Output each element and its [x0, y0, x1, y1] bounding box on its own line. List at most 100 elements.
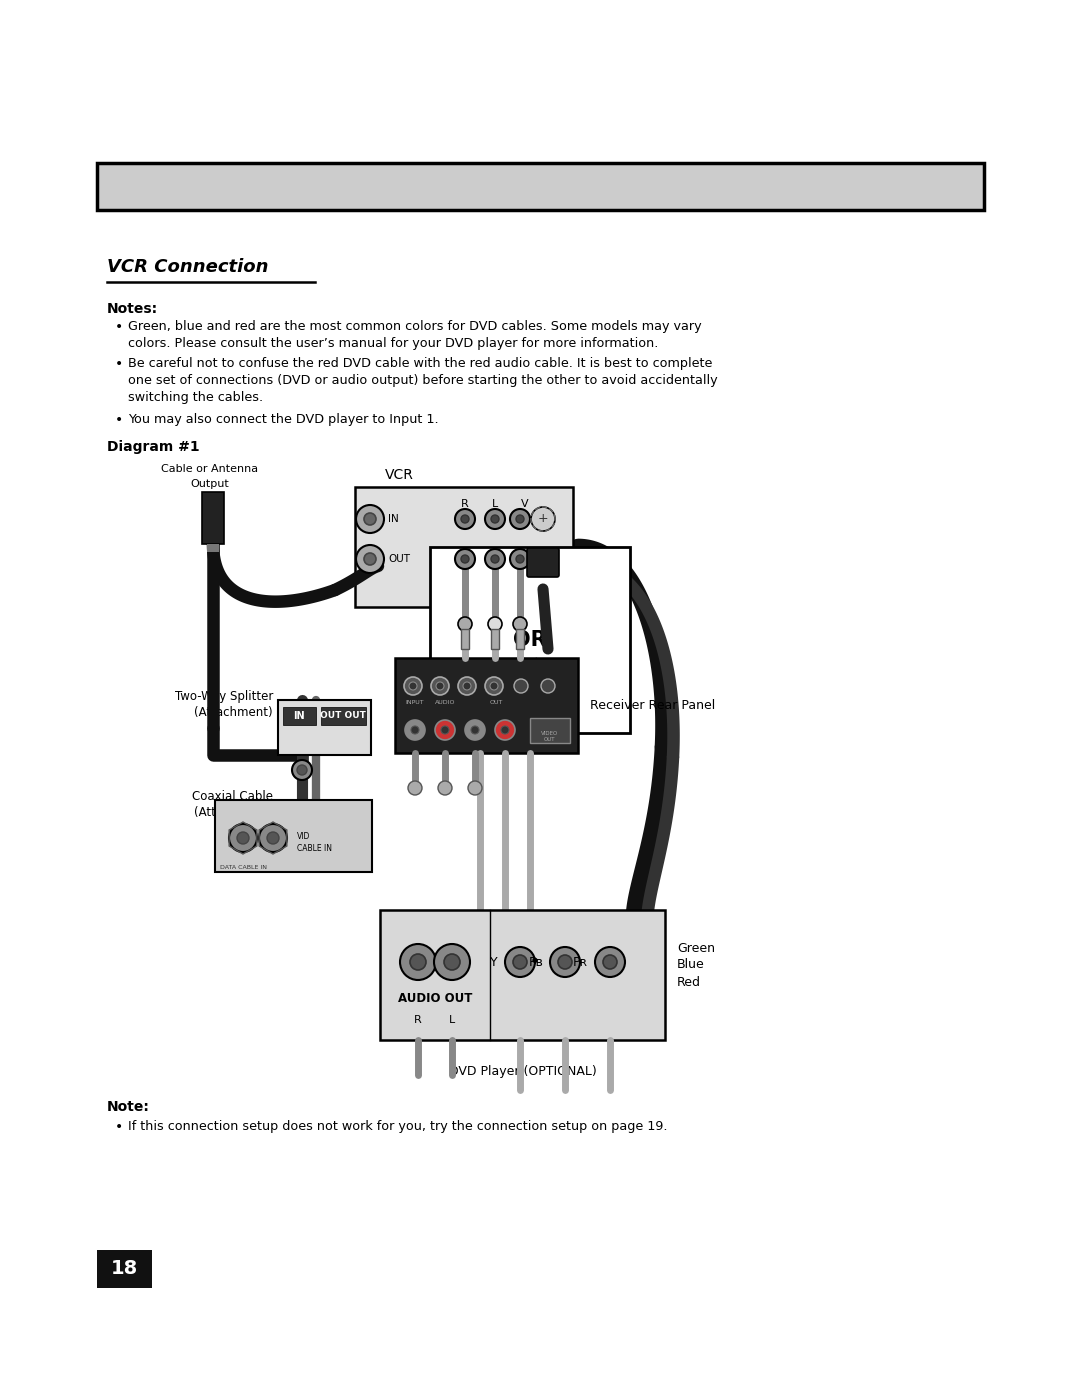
Circle shape: [485, 549, 505, 569]
Text: Be careful not to confuse the red DVD cable with the red audio cable. It is best: Be careful not to confuse the red DVD ca…: [129, 358, 713, 370]
Circle shape: [485, 678, 503, 694]
Circle shape: [404, 678, 422, 694]
Circle shape: [356, 504, 384, 534]
Bar: [491, 629, 499, 650]
Circle shape: [297, 766, 307, 775]
Circle shape: [513, 956, 527, 970]
Bar: [97, 163, 984, 210]
Circle shape: [405, 719, 426, 740]
Text: Green: Green: [677, 942, 715, 954]
Text: Pʙ: Pʙ: [528, 956, 543, 968]
Text: Output: Output: [191, 479, 229, 489]
Text: Coaxial Cable: Coaxial Cable: [192, 789, 273, 803]
Text: •: •: [114, 414, 123, 427]
Text: CABLE IN: CABLE IN: [297, 844, 332, 854]
Circle shape: [458, 617, 472, 631]
Circle shape: [491, 555, 499, 563]
Circle shape: [461, 555, 469, 563]
Circle shape: [465, 719, 485, 740]
Text: •: •: [114, 358, 123, 372]
Circle shape: [516, 555, 524, 563]
Circle shape: [485, 509, 505, 529]
Bar: [321, 707, 366, 725]
Text: INPUT: INPUT: [405, 700, 423, 705]
Text: If this connection setup does not work for you, try the connection setup on page: If this connection setup does not work f…: [129, 1120, 667, 1133]
Circle shape: [513, 617, 527, 631]
Text: OUT: OUT: [388, 555, 410, 564]
Text: Notes:: Notes:: [107, 302, 158, 316]
Text: DATA CABLE IN: DATA CABLE IN: [220, 865, 267, 870]
Text: IN: IN: [293, 711, 305, 721]
Text: 18: 18: [110, 1260, 137, 1278]
Text: R: R: [414, 1016, 422, 1025]
Text: Cable or Antenna: Cable or Antenna: [161, 464, 258, 474]
Text: Y: Y: [490, 956, 498, 968]
Circle shape: [409, 682, 417, 690]
Circle shape: [356, 545, 384, 573]
Circle shape: [438, 781, 453, 795]
Circle shape: [488, 617, 502, 631]
Bar: [395, 658, 578, 753]
Circle shape: [510, 549, 530, 569]
Circle shape: [237, 833, 249, 844]
Text: •: •: [114, 320, 123, 334]
Circle shape: [550, 947, 580, 977]
Bar: [380, 909, 665, 1039]
Text: R: R: [461, 499, 469, 509]
Circle shape: [471, 726, 480, 733]
Circle shape: [541, 679, 555, 693]
FancyBboxPatch shape: [527, 548, 559, 577]
Circle shape: [458, 678, 476, 694]
Circle shape: [495, 719, 515, 740]
Circle shape: [400, 944, 436, 981]
Circle shape: [516, 515, 524, 522]
Text: one set of connections (DVD or audio output) before starting the other to avoid : one set of connections (DVD or audio out…: [129, 374, 717, 387]
Circle shape: [259, 824, 287, 852]
Text: Two-Way Splitter: Two-Way Splitter: [175, 690, 273, 703]
Circle shape: [364, 513, 376, 525]
Bar: [278, 700, 372, 754]
Text: Pʀ: Pʀ: [573, 956, 588, 968]
Text: L: L: [491, 499, 498, 509]
Text: Green, blue and red are the most common colors for DVD cables. Some models may v: Green, blue and red are the most common …: [129, 320, 702, 332]
Bar: [207, 543, 219, 552]
Bar: [97, 1250, 152, 1288]
Circle shape: [531, 507, 555, 531]
Text: ●: ●: [532, 957, 538, 963]
Text: VCR: VCR: [384, 468, 414, 482]
Text: VCR Connection: VCR Connection: [107, 258, 269, 277]
Circle shape: [267, 833, 279, 844]
Text: •: •: [114, 1120, 123, 1134]
Circle shape: [491, 515, 499, 522]
Text: Red: Red: [677, 975, 701, 989]
Circle shape: [229, 824, 257, 852]
Text: Note:: Note:: [107, 1099, 150, 1113]
Circle shape: [595, 947, 625, 977]
Circle shape: [408, 781, 422, 795]
Circle shape: [514, 679, 528, 693]
Text: Diagram #1: Diagram #1: [107, 440, 200, 454]
Bar: [461, 629, 469, 650]
Bar: [215, 800, 372, 872]
Text: AUDIO OUT: AUDIO OUT: [397, 992, 472, 1004]
Circle shape: [364, 553, 376, 564]
Circle shape: [436, 682, 444, 690]
Text: VIDEO
OUT: VIDEO OUT: [541, 731, 558, 742]
Circle shape: [463, 682, 471, 690]
Circle shape: [455, 549, 475, 569]
Text: Blue: Blue: [677, 958, 705, 971]
Circle shape: [441, 726, 449, 733]
Text: Quick Setup: Quick Setup: [114, 172, 305, 201]
Bar: [355, 488, 573, 608]
Bar: [202, 492, 224, 543]
Text: V: V: [522, 499, 529, 509]
Text: Receiver Rear Panel: Receiver Rear Panel: [590, 698, 715, 712]
Text: colors. Please consult the user’s manual for your DVD player for more informatio: colors. Please consult the user’s manual…: [129, 337, 659, 351]
Text: switching the cables.: switching the cables.: [129, 391, 264, 404]
Circle shape: [444, 954, 460, 970]
Text: L: L: [449, 1016, 455, 1025]
Text: You may also connect the DVD player to Input 1.: You may also connect the DVD player to I…: [129, 414, 438, 426]
Circle shape: [411, 726, 419, 733]
Circle shape: [501, 726, 509, 733]
Text: AUDIO: AUDIO: [435, 700, 456, 705]
